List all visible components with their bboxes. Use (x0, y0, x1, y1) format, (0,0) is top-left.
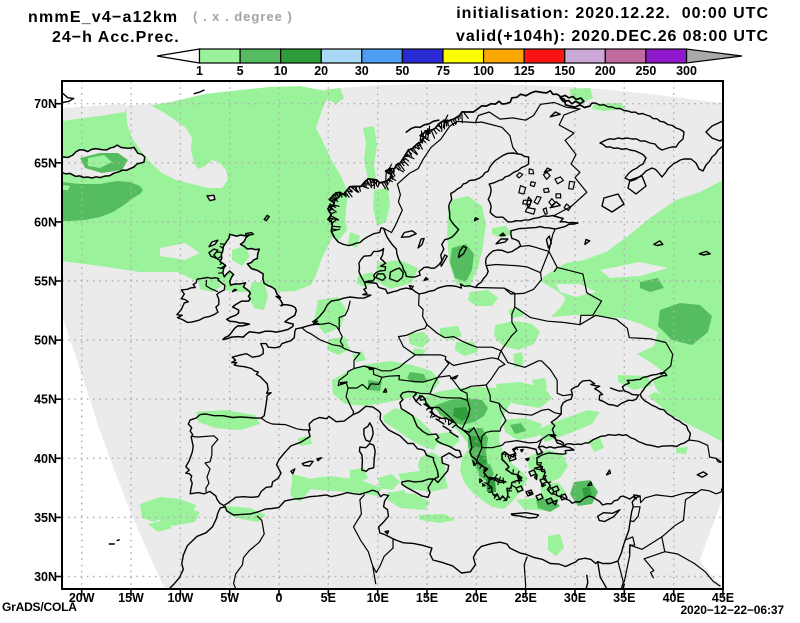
svg-text:( . x . degree ): ( . x . degree ) (193, 9, 293, 24)
svg-text:45E: 45E (712, 591, 734, 605)
svg-text:30: 30 (355, 64, 369, 78)
svg-text:GrADS/COLA: GrADS/COLA (2, 600, 77, 614)
svg-text:70N: 70N (34, 97, 57, 111)
svg-text:100: 100 (473, 64, 494, 78)
svg-text:65N: 65N (34, 156, 57, 170)
svg-text:60N: 60N (34, 215, 57, 229)
svg-text:200: 200 (595, 64, 616, 78)
svg-text:20W: 20W (69, 591, 95, 605)
svg-text:0: 0 (276, 591, 283, 605)
svg-text:15W: 15W (118, 591, 144, 605)
svg-text:45N: 45N (34, 393, 57, 407)
svg-text:nmmE_v4−a12km: nmmE_v4−a12km (28, 9, 178, 26)
svg-text:250: 250 (635, 64, 656, 78)
svg-text:50N: 50N (34, 334, 57, 348)
svg-text:20: 20 (314, 64, 328, 78)
svg-text:35N: 35N (34, 511, 57, 525)
svg-text:75: 75 (436, 64, 450, 78)
svg-text:24−h Acc.Prec.: 24−h Acc.Prec. (52, 29, 180, 46)
svg-text:40N: 40N (34, 452, 57, 466)
svg-text:5: 5 (237, 64, 244, 78)
svg-text:20E: 20E (465, 591, 487, 605)
svg-text:150: 150 (554, 64, 575, 78)
svg-text:2020−12−22−06:37: 2020−12−22−06:37 (680, 603, 784, 617)
svg-text:10W: 10W (168, 591, 194, 605)
svg-text:5E: 5E (321, 591, 336, 605)
svg-text:30N: 30N (34, 570, 57, 584)
svg-text:initialisation: 2020.12.22. 0: initialisation: 2020.12.22. 00:00 UTC (456, 5, 769, 22)
svg-text:valid(+104h): 2020.DEC.26 08:0: valid(+104h): 2020.DEC.26 08:00 UTC (456, 28, 769, 45)
svg-text:15E: 15E (416, 591, 438, 605)
svg-text:30E: 30E (564, 591, 586, 605)
svg-text:55N: 55N (34, 275, 57, 289)
svg-text:1: 1 (196, 64, 203, 78)
svg-text:5W: 5W (220, 591, 239, 605)
svg-text:10E: 10E (367, 591, 389, 605)
svg-text:25E: 25E (515, 591, 537, 605)
svg-text:50: 50 (395, 64, 409, 78)
svg-text:125: 125 (514, 64, 535, 78)
svg-text:10: 10 (274, 64, 288, 78)
svg-text:40E: 40E (663, 591, 685, 605)
svg-text:300: 300 (676, 64, 697, 78)
svg-text:35E: 35E (613, 591, 635, 605)
